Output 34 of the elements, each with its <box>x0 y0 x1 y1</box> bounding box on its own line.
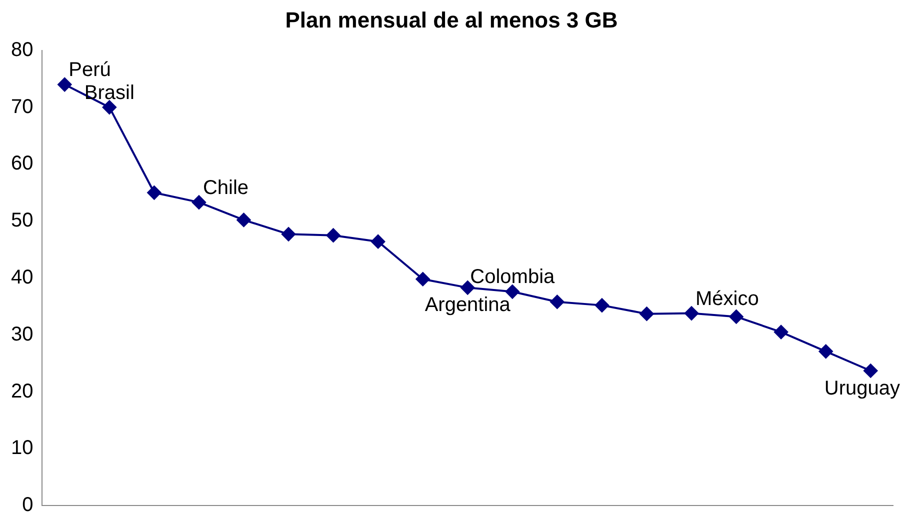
point <box>864 364 878 378</box>
y-tick-label: 60 <box>10 152 34 175</box>
y-tick-label: 20 <box>10 380 34 402</box>
y-tick-label: 10 <box>10 437 34 460</box>
y-tick-label: 40 <box>10 266 34 289</box>
point <box>192 195 206 210</box>
point <box>818 344 833 358</box>
data-label: Brasil <box>84 82 134 104</box>
point <box>147 186 162 200</box>
point <box>729 310 744 324</box>
chart-title: Plan mensual de al menos 3 GB <box>285 7 618 32</box>
point <box>326 228 340 242</box>
point <box>684 306 699 320</box>
data-label: Chile <box>202 176 249 199</box>
point <box>371 234 386 249</box>
point <box>102 100 116 114</box>
data-label: Argentina <box>424 294 512 316</box>
data-label: Uruguay <box>824 377 900 400</box>
y-tick-label: 80 <box>10 38 34 61</box>
y-tick-label: 70 <box>10 96 34 118</box>
point <box>236 212 251 227</box>
y-tick-label: 30 <box>10 323 34 346</box>
data-label: Colombia <box>470 266 556 288</box>
point <box>416 272 430 286</box>
data-label: Perú <box>68 59 111 82</box>
point <box>774 325 788 340</box>
point <box>282 227 296 242</box>
data-label: México <box>696 288 759 310</box>
point <box>550 294 564 309</box>
y-tick-label: 50 <box>10 210 34 232</box>
point <box>58 78 72 92</box>
point <box>640 306 654 321</box>
y-tick-label: 0 <box>22 494 34 516</box>
point <box>594 298 609 312</box>
